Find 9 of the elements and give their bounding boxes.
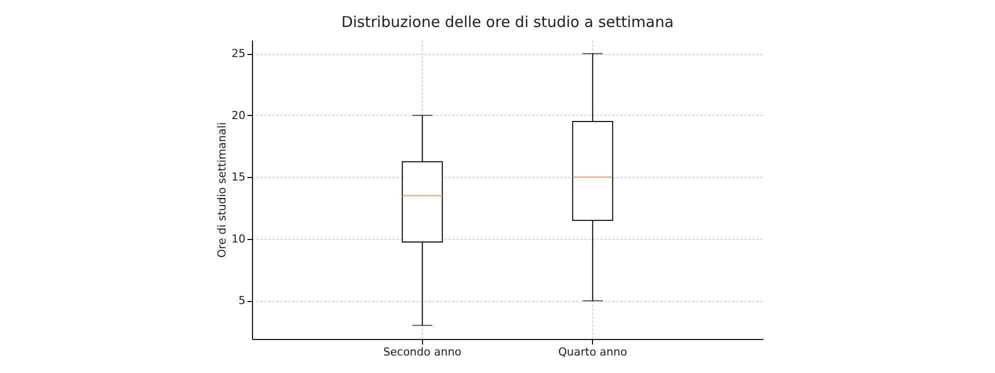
y-tick-label: 5 bbox=[238, 294, 246, 308]
y-tick-label: 15 bbox=[232, 170, 246, 184]
chart-title: Distribuzione delle ore di studio a settimana bbox=[341, 13, 674, 31]
y-tick-label: 20 bbox=[232, 108, 246, 122]
x-tick-label: Quarto anno bbox=[558, 346, 628, 358]
y-tick-label: 25 bbox=[232, 47, 246, 60]
x-tick-label: Secondo anno bbox=[383, 346, 462, 358]
y-tick-label: 10 bbox=[232, 232, 246, 246]
y-axis-title: Ore di studio settimanali bbox=[216, 122, 229, 258]
